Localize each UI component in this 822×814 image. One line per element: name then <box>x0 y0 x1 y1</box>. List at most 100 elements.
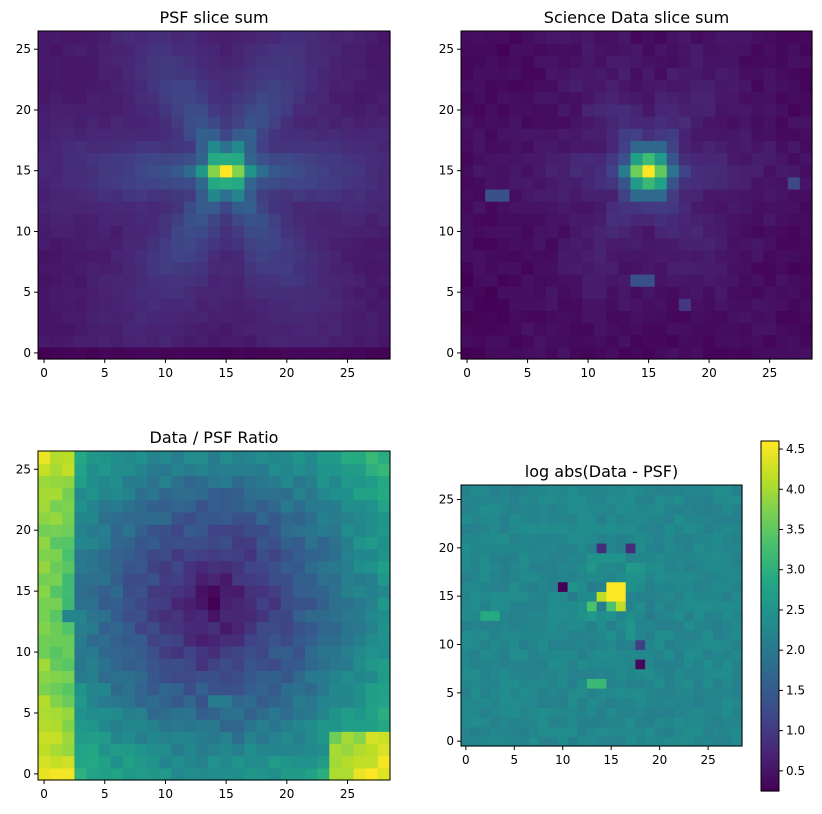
heatmap-cell <box>787 188 801 202</box>
heatmap-cell <box>654 188 668 202</box>
heatmap-cell <box>461 552 472 563</box>
heatmap-cell <box>280 176 294 190</box>
heatmap-cell <box>461 346 474 360</box>
heatmap-cell <box>171 755 185 769</box>
heatmap-cell <box>567 649 578 660</box>
heatmap-cell <box>122 706 136 720</box>
heatmap-cell <box>799 43 813 56</box>
heatmap-cell <box>341 116 355 129</box>
heatmap-cell <box>98 176 112 190</box>
heatmap-cell <box>548 552 559 563</box>
heatmap-cell <box>727 249 740 263</box>
heatmap-cell <box>74 597 88 611</box>
heatmap-cell <box>62 201 76 214</box>
heatmap-cell <box>521 249 535 263</box>
heatmap-cell <box>159 731 173 745</box>
heatmap-cell <box>473 237 486 251</box>
heatmap-cell <box>147 31 160 44</box>
x-tick-label: 15 <box>641 366 656 380</box>
heatmap-cell <box>317 645 330 659</box>
heatmap-cell <box>569 31 583 44</box>
heatmap-cell <box>497 213 511 226</box>
heatmap-cell <box>630 140 644 154</box>
heatmap-cell <box>586 523 598 534</box>
heatmap-cell <box>256 91 270 105</box>
heatmap-cell <box>50 116 63 129</box>
heatmap-cell <box>509 514 520 525</box>
colorbar-segment <box>761 572 779 576</box>
heatmap-cell <box>341 451 355 464</box>
heatmap-cell <box>256 128 270 141</box>
heatmap-cell <box>596 697 607 708</box>
colorbar-segment <box>761 446 779 451</box>
colorbar-segment <box>761 592 779 597</box>
heatmap-cell <box>195 79 209 93</box>
heatmap-cell <box>38 524 51 537</box>
heatmap-cell <box>645 639 656 650</box>
heatmap-cell <box>74 499 88 513</box>
heatmap-cell <box>135 128 148 141</box>
heatmap-cell <box>703 334 716 348</box>
heatmap-cell <box>365 487 379 501</box>
heatmap-cell <box>567 523 578 534</box>
heatmap-cell <box>147 560 160 574</box>
heatmap-cell <box>751 201 765 214</box>
heatmap-cell <box>521 91 535 105</box>
heatmap-cell <box>635 717 646 728</box>
heatmap-cell <box>461 128 474 141</box>
heatmap-cell <box>268 585 282 598</box>
heatmap-cell <box>519 572 530 583</box>
heatmap-cell <box>207 524 221 537</box>
heatmap-cell <box>244 597 258 611</box>
heatmap-cell <box>739 91 753 105</box>
heatmap-cell <box>305 128 318 141</box>
heatmap-cell <box>220 103 233 117</box>
heatmap-cell <box>557 533 569 544</box>
heatmap-cell <box>341 463 355 476</box>
heatmap-cell <box>751 152 765 166</box>
heatmap-cell <box>147 670 160 684</box>
heatmap-cell <box>171 334 185 348</box>
heatmap-cell <box>135 767 148 781</box>
heatmap-cell <box>693 601 704 612</box>
heatmap-cell <box>521 237 535 251</box>
heatmap-cell <box>341 286 355 299</box>
heatmap-cell <box>365 572 379 586</box>
heatmap-cell <box>98 298 112 312</box>
heatmap-cell <box>509 707 520 718</box>
heatmap-cell <box>569 140 583 154</box>
heatmap-cell <box>596 726 607 737</box>
heatmap-cell <box>470 523 481 534</box>
colorbar-segment <box>761 703 779 708</box>
heatmap-cell <box>586 736 598 747</box>
heatmap-cell <box>183 694 197 708</box>
heatmap-cell <box>642 164 656 178</box>
heatmap-cell <box>256 755 270 769</box>
heatmap-cell <box>509 697 520 708</box>
heatmap-cell <box>577 572 588 583</box>
heatmap-cell <box>280 249 294 263</box>
heatmap-cell <box>317 298 330 312</box>
heatmap-cell <box>268 201 282 214</box>
heatmap-cell <box>171 499 185 513</box>
heatmap-cell <box>722 591 733 602</box>
heatmap-cell <box>635 688 646 699</box>
heatmap-cell <box>62 128 76 141</box>
heatmap-cell <box>461 237 474 251</box>
heatmap-cell <box>147 322 160 336</box>
heatmap-cell <box>110 55 124 69</box>
heatmap-cell <box>207 511 221 525</box>
heatmap-cell <box>545 322 559 336</box>
heatmap-cell <box>528 697 540 708</box>
heatmap-cell <box>519 659 530 670</box>
heatmap-cell <box>110 31 124 44</box>
heatmap-cell <box>122 273 136 287</box>
heatmap-cell <box>548 630 559 641</box>
heatmap-cell <box>630 286 644 299</box>
heatmap-cell <box>712 659 724 670</box>
colorbar-segment <box>761 627 779 632</box>
heatmap-cell <box>461 620 472 631</box>
heatmap-cell <box>775 140 789 154</box>
heatmap-cell <box>183 152 197 166</box>
heatmap-cell <box>470 562 481 573</box>
